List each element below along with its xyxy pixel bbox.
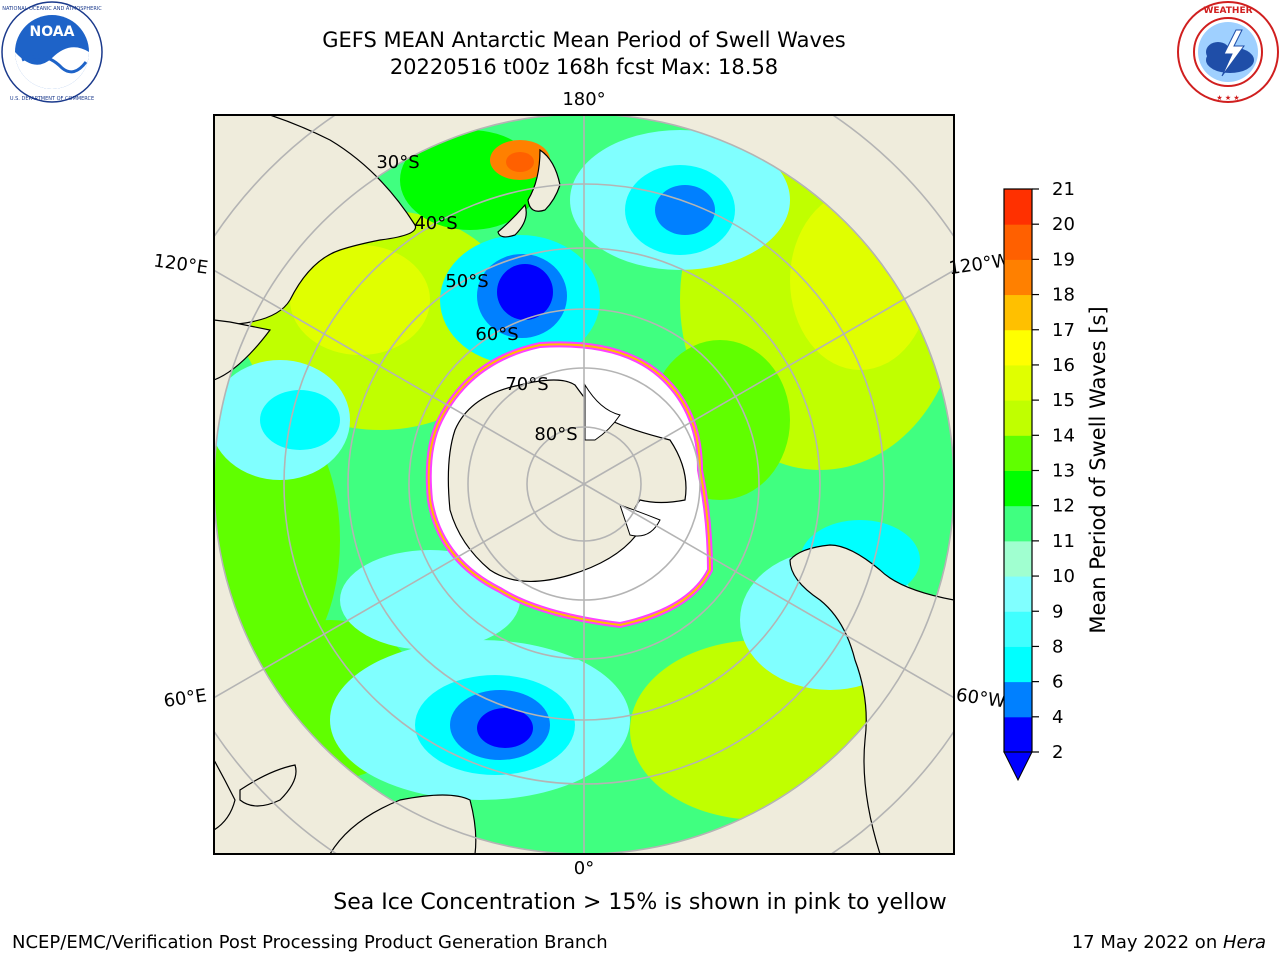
footer-host: Hera <box>1222 932 1266 953</box>
colorbar-segment <box>1004 646 1032 683</box>
colorbar-label: Mean Period of Swell Waves [s] <box>1086 306 1110 634</box>
colorbar-tick-label: 9 <box>1052 601 1063 622</box>
colorbar-segment <box>1004 716 1032 753</box>
swell-period-field <box>214 115 954 854</box>
svg-text:WEATHER: WEATHER <box>1203 6 1252 16</box>
africa-land <box>329 794 477 854</box>
colorbar-segment <box>1004 329 1032 366</box>
colorbar-tick-label: 21 <box>1052 179 1075 200</box>
colorbar-tick-label: 10 <box>1052 566 1075 587</box>
colorbar-tick-label: 18 <box>1052 285 1075 306</box>
colorbar-segment <box>1004 576 1032 612</box>
nws-logo: WEATHER ★ ★ ★ <box>1177 1 1279 103</box>
svg-text:U.S. DEPARTMENT OF COMMERCE: U.S. DEPARTMENT OF COMMERCE <box>10 96 94 102</box>
map-frame <box>213 114 955 855</box>
colorbar-tick-label: 17 <box>1052 320 1075 341</box>
lat-label-50s: 50°S <box>445 271 488 292</box>
colorbar-segment <box>1004 364 1032 401</box>
colorbar-extend-arrow <box>1003 751 1033 782</box>
lon-label-120e: 120°E <box>152 250 209 278</box>
colorbar-tick-label: 11 <box>1052 531 1075 552</box>
longitude-lines <box>214 115 954 854</box>
lat-label-40s: 40°S <box>414 213 457 234</box>
footer-date: 17 May 2022 on Hera <box>1072 932 1266 953</box>
svg-text:★ ★ ★: ★ ★ ★ <box>1216 94 1239 102</box>
antarctica-land <box>447 379 687 582</box>
colorbar-tick-label: 13 <box>1052 461 1075 482</box>
colorbar: 2 4 6 8 9 10 11 12 13 14 15 16 17 18 19 20 21 <box>1003 179 1075 782</box>
colorbar-segment <box>1004 611 1032 647</box>
colorbar-tick-label: 2 <box>1052 742 1063 763</box>
sea-ice-note: Sea Ice Concentration > 15% is shown in … <box>333 890 947 915</box>
colorbar-tick-label: 20 <box>1052 214 1075 235</box>
colorbar-tick-label: 6 <box>1052 672 1063 693</box>
colorbar-segment <box>1004 400 1032 436</box>
colorbar-segment <box>1004 189 1032 225</box>
lon-label-120w: 120°W <box>947 250 1011 279</box>
colorbar-tick-label: 19 <box>1052 249 1075 270</box>
colorbar-tick-label: 8 <box>1052 636 1063 657</box>
colorbar-tick-label: 16 <box>1052 355 1075 376</box>
svg-text:NATIONAL OCEANIC AND ATMOSPHER: NATIONAL OCEANIC AND ATMOSPHERIC <box>2 6 102 12</box>
footer-credit: NCEP/EMC/Verification Post Processing Pr… <box>12 932 608 953</box>
colorbar-segment <box>1004 540 1032 577</box>
colorbar-segment <box>1004 224 1032 260</box>
south-america-land <box>789 544 954 854</box>
lon-label-60w: 60°W <box>955 685 1007 713</box>
australia-land <box>214 115 417 326</box>
noaa-logo-text: NOAA <box>30 24 75 40</box>
colorbar-segment <box>1004 294 1032 331</box>
chart-title: GEFS MEAN Antarctic Mean Period of Swell… <box>322 28 846 52</box>
chart-subtitle: 20220516 t00z 168h fcst Max: 18.58 <box>389 55 779 79</box>
colorbar-tick-label: 14 <box>1052 425 1075 446</box>
lat-label-30s: 30°S <box>376 152 419 173</box>
lat-label-70s: 70°S <box>505 374 548 395</box>
colorbar-segment <box>1004 505 1032 542</box>
colorbar-tick-label: 4 <box>1052 707 1063 728</box>
colorbar-segment <box>1004 681 1032 718</box>
colorbar-segment <box>1004 435 1032 471</box>
lat-label-60s: 60°S <box>475 324 518 345</box>
colorbar-segment <box>1004 470 1032 507</box>
noaa-logo: NOAA NATIONAL OCEANIC AND ATMOSPHERIC U.… <box>1 1 103 103</box>
lon-label-0: 0° <box>574 858 594 879</box>
footer-date-text: 17 May 2022 on <box>1071 932 1223 953</box>
lon-label-60e: 60°E <box>162 685 208 712</box>
colorbar-tick-label: 15 <box>1052 390 1075 411</box>
colorbar-tick-label: 12 <box>1052 496 1075 517</box>
lat-label-80s: 80°S <box>534 424 577 445</box>
colorbar-segment <box>1004 259 1032 296</box>
lon-label-180: 180° <box>562 89 605 110</box>
